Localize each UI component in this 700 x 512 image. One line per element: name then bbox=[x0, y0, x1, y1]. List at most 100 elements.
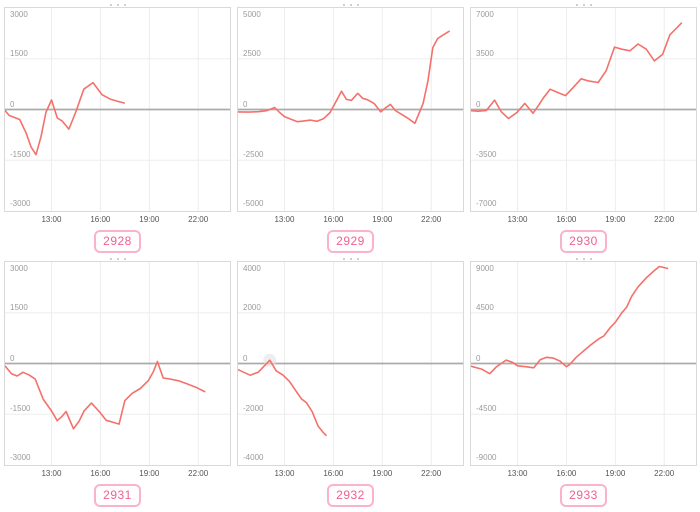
badge-row: 2933 bbox=[470, 481, 697, 510]
y-axis-label: -7000 bbox=[476, 199, 497, 208]
series-line bbox=[5, 360, 206, 430]
clipped-title-fragment bbox=[470, 2, 697, 7]
chart-plot-area[interactable]: 5000 2500 0 -2500 -5000 bbox=[237, 7, 464, 212]
y-axis-label: 5000 bbox=[243, 10, 261, 19]
y-axis-label: -3500 bbox=[476, 150, 497, 159]
y-axis-label: -3000 bbox=[10, 199, 31, 208]
chart-plot-area[interactable]: 7000 3500 0 -3500 -7000 bbox=[470, 7, 697, 212]
x-axis: 13:00 16:00 19:00 22:00 bbox=[470, 466, 697, 481]
y-axis-label: 3000 bbox=[10, 10, 28, 19]
x-axis-label: 22:00 bbox=[421, 469, 442, 478]
x-axis-label: 13:00 bbox=[507, 215, 528, 224]
y-axis-label: -2500 bbox=[243, 150, 264, 159]
clipped-title-fragment bbox=[470, 256, 697, 261]
y-axis-label: -4000 bbox=[243, 453, 264, 462]
y-axis-label: 1500 bbox=[10, 303, 28, 312]
y-axis-label: 7000 bbox=[476, 10, 494, 19]
y-axis-label: 2500 bbox=[243, 49, 261, 58]
chart-card: 3000 1500 0 -1500 -3000 13:00 16:00 19:00 22:00… bbox=[4, 2, 231, 256]
x-axis-label: 16:00 bbox=[90, 469, 111, 478]
clipped-title-fragment bbox=[4, 2, 231, 7]
badge-row: 2930 bbox=[470, 227, 697, 256]
x-axis-label: 13:00 bbox=[507, 469, 528, 478]
x-axis: 13:00 16:00 19:00 22:00 bbox=[470, 212, 697, 227]
y-axis-label: -3000 bbox=[10, 453, 31, 462]
chart-canvas bbox=[238, 8, 463, 211]
x-axis-label: 22:00 bbox=[188, 215, 209, 224]
chart-canvas bbox=[471, 8, 696, 211]
clipped-title-fragment bbox=[237, 256, 464, 261]
series-line bbox=[238, 30, 450, 125]
chart-card: 7000 3500 0 -3500 -7000 13:00 16:00 19:00 22:00… bbox=[470, 2, 697, 256]
x-axis-label: 16:00 bbox=[90, 215, 111, 224]
x-axis-label: 13:00 bbox=[274, 215, 295, 224]
badge-row: 2929 bbox=[237, 227, 464, 256]
y-axis-label: -1500 bbox=[10, 150, 31, 159]
y-axis-label: 0 bbox=[243, 100, 248, 109]
chart-plot-area[interactable]: 9000 4500 0 -4500 -9000 bbox=[470, 261, 697, 466]
chart-plot-area[interactable]: 3000 1500 0 -1500 -3000 bbox=[4, 261, 231, 466]
x-axis-label: 13:00 bbox=[41, 469, 62, 478]
chart-id-badge[interactable]: 2929 bbox=[327, 230, 374, 253]
x-axis-label: 19:00 bbox=[605, 215, 626, 224]
chart-canvas bbox=[5, 262, 230, 465]
series-line bbox=[471, 265, 669, 375]
series-line bbox=[238, 359, 327, 437]
badge-row: 2931 bbox=[4, 481, 231, 510]
y-axis-label: 2000 bbox=[243, 303, 261, 312]
y-axis-label: -9000 bbox=[476, 453, 497, 462]
y-axis-label: 0 bbox=[10, 100, 15, 109]
clipped-title-fragment bbox=[237, 2, 464, 7]
chart-id-badge[interactable]: 2930 bbox=[560, 230, 607, 253]
y-axis-label: 0 bbox=[10, 354, 15, 363]
chart-plot-area[interactable]: 4000 2000 0 -2000 -4000 bbox=[237, 261, 464, 466]
x-axis: 13:00 16:00 19:00 22:00 bbox=[4, 466, 231, 481]
chart-canvas bbox=[238, 262, 463, 465]
x-axis-label: 19:00 bbox=[605, 469, 626, 478]
x-axis-label: 22:00 bbox=[654, 469, 675, 478]
chart-id-badge[interactable]: 2933 bbox=[560, 484, 607, 507]
x-axis-label: 13:00 bbox=[274, 469, 295, 478]
series-line bbox=[471, 22, 683, 120]
badge-row: 2932 bbox=[237, 481, 464, 510]
x-axis-label: 19:00 bbox=[139, 215, 160, 224]
x-axis-label: 16:00 bbox=[556, 469, 577, 478]
chart-card: 3000 1500 0 -1500 -3000 13:00 16:00 19:00 22:00… bbox=[4, 256, 231, 510]
y-axis-label: 3000 bbox=[10, 264, 28, 273]
y-axis-label: 4500 bbox=[476, 303, 494, 312]
chart-id-badge[interactable]: 2932 bbox=[327, 484, 374, 507]
chart-canvas bbox=[5, 8, 230, 211]
chart-plot-area[interactable]: 3000 1500 0 -1500 -3000 bbox=[4, 7, 231, 212]
x-axis-label: 16:00 bbox=[556, 215, 577, 224]
y-axis-label: 9000 bbox=[476, 264, 494, 273]
y-axis-label: -1500 bbox=[10, 404, 31, 413]
y-axis-label: -5000 bbox=[243, 199, 264, 208]
chart-card: 9000 4500 0 -4500 -9000 13:00 16:00 19:00 22:00… bbox=[470, 256, 697, 510]
x-axis-label: 22:00 bbox=[421, 215, 442, 224]
y-axis-label: -4500 bbox=[476, 404, 497, 413]
y-axis-label: 0 bbox=[476, 100, 481, 109]
series-line bbox=[5, 81, 125, 156]
x-axis-label: 19:00 bbox=[139, 469, 160, 478]
x-axis: 13:00 16:00 19:00 22:00 bbox=[237, 466, 464, 481]
y-axis-label: 0 bbox=[476, 354, 481, 363]
chart-id-badge[interactable]: 2928 bbox=[94, 230, 141, 253]
chart-canvas bbox=[471, 262, 696, 465]
x-axis-label: 22:00 bbox=[188, 469, 209, 478]
clipped-title-fragment bbox=[4, 256, 231, 261]
chart-id-badge[interactable]: 2931 bbox=[94, 484, 141, 507]
y-axis-label: 1500 bbox=[10, 49, 28, 58]
y-axis-label: 0 bbox=[243, 354, 248, 363]
x-axis: 13:00 16:00 19:00 22:00 bbox=[4, 212, 231, 227]
x-axis-label: 22:00 bbox=[654, 215, 675, 224]
badge-row: 2928 bbox=[4, 227, 231, 256]
x-axis: 13:00 16:00 19:00 22:00 bbox=[237, 212, 464, 227]
x-axis-label: 19:00 bbox=[372, 215, 393, 224]
x-axis-label: 16:00 bbox=[323, 469, 344, 478]
y-axis-label: -2000 bbox=[243, 404, 264, 413]
chart-card: 4000 2000 0 -2000 -4000 13:00 16:00 19:00 22:00… bbox=[237, 256, 464, 510]
x-axis-label: 13:00 bbox=[41, 215, 62, 224]
y-axis-label: 4000 bbox=[243, 264, 261, 273]
y-axis-label: 3500 bbox=[476, 49, 494, 58]
